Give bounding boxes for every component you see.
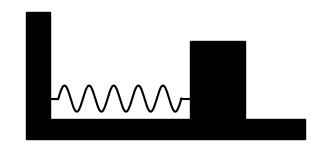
Bar	[190, 41, 245, 119]
Bar	[26, 119, 305, 139]
Bar	[26, 12, 50, 119]
